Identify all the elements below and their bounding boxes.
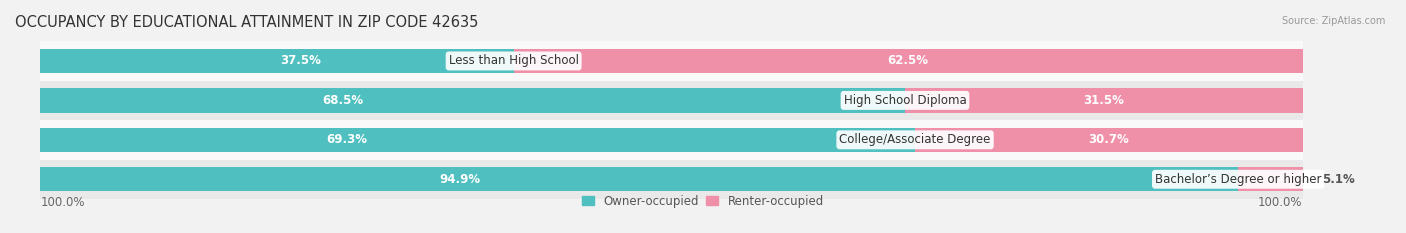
Text: 62.5%: 62.5% <box>887 55 928 68</box>
Bar <box>41 49 513 73</box>
Text: 100.0%: 100.0% <box>41 196 84 209</box>
Bar <box>41 41 1302 81</box>
Text: College/Associate Degree: College/Associate Degree <box>839 133 991 146</box>
Text: 69.3%: 69.3% <box>326 133 367 146</box>
Bar <box>905 88 1302 113</box>
Text: 5.1%: 5.1% <box>1322 173 1354 186</box>
Text: 30.7%: 30.7% <box>1088 133 1129 146</box>
Bar <box>41 160 1302 199</box>
Text: High School Diploma: High School Diploma <box>844 94 966 107</box>
Text: 94.9%: 94.9% <box>439 173 479 186</box>
Bar <box>513 49 1302 73</box>
Text: Source: ZipAtlas.com: Source: ZipAtlas.com <box>1281 16 1385 26</box>
Text: Bachelor’s Degree or higher: Bachelor’s Degree or higher <box>1154 173 1322 186</box>
Bar <box>41 81 1302 120</box>
Text: 68.5%: 68.5% <box>322 94 364 107</box>
Legend: Owner-occupied, Renter-occupied: Owner-occupied, Renter-occupied <box>578 190 828 212</box>
Text: Less than High School: Less than High School <box>449 55 579 68</box>
Bar <box>41 88 905 113</box>
Text: 31.5%: 31.5% <box>1084 94 1125 107</box>
Text: 37.5%: 37.5% <box>280 55 321 68</box>
Bar <box>41 128 915 152</box>
Text: OCCUPANCY BY EDUCATIONAL ATTAINMENT IN ZIP CODE 42635: OCCUPANCY BY EDUCATIONAL ATTAINMENT IN Z… <box>15 15 478 30</box>
Text: 100.0%: 100.0% <box>1258 196 1302 209</box>
Bar <box>1239 167 1302 192</box>
Bar <box>41 167 1239 192</box>
Bar <box>41 120 1302 160</box>
Bar <box>915 128 1302 152</box>
